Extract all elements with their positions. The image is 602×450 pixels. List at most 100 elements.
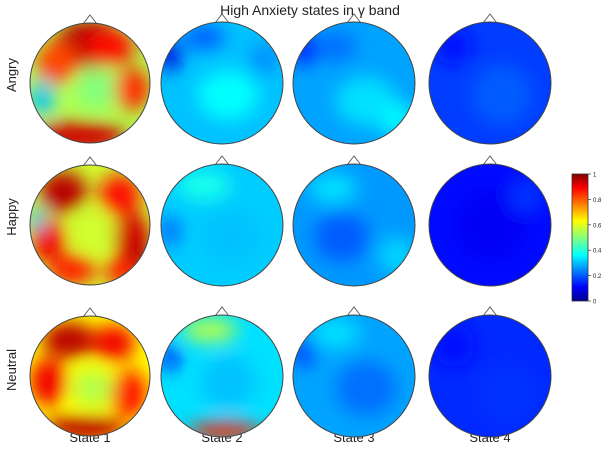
topomap-happy-state-2 — [160, 155, 284, 287]
nose-marker — [82, 156, 98, 167]
nose-marker — [214, 155, 230, 166]
head-outline — [292, 314, 416, 438]
topomap-fill — [161, 164, 283, 286]
topomap-blob — [453, 188, 527, 262]
topomap-blob — [296, 339, 315, 364]
topomap-blob — [182, 25, 226, 50]
topomap-neutral-state-3 — [292, 306, 416, 438]
row-label-neutral: Neutral — [4, 349, 19, 391]
topomap-blob — [335, 360, 397, 416]
topomap-blob — [42, 322, 96, 358]
topomap-blob — [477, 363, 539, 425]
nose-marker — [82, 14, 98, 25]
topomap-blob — [176, 170, 232, 201]
topomap-blob — [133, 246, 150, 270]
topomap-blob — [197, 70, 259, 120]
colorbar-tick-label: 0.2 — [593, 274, 602, 280]
topomap-fill — [161, 22, 283, 144]
topomap-blob — [87, 29, 135, 65]
topomap-happy-state-4 — [428, 155, 552, 287]
topomap-angry-state-3 — [292, 13, 416, 145]
topomap-blob — [432, 324, 475, 367]
topomap-angry-state-4 — [428, 13, 552, 145]
topomap-blob — [48, 255, 96, 285]
head-outline — [292, 163, 416, 287]
topomap-blob — [203, 209, 259, 265]
topomap-blob — [508, 176, 545, 213]
topomap-fill — [293, 164, 415, 286]
nose-marker — [82, 307, 98, 318]
topomap-neutral-state-2 — [160, 306, 284, 438]
colorbar-ticks: 1 0.8 0.6 0.4 0.2 0 — [588, 173, 602, 306]
topomap-blob — [99, 174, 141, 216]
topomap-blob — [39, 171, 87, 213]
topomap-blob — [200, 354, 256, 410]
head-outline — [160, 163, 284, 287]
nose-marker — [482, 155, 498, 166]
nose-marker — [214, 306, 230, 317]
head-outline — [428, 163, 552, 287]
row-label-happy: Happy — [4, 198, 19, 236]
nose-marker — [482, 13, 498, 24]
topomap-happy-state-1 — [29, 156, 151, 286]
topomap-blob — [311, 318, 361, 349]
topomap-angry-state-1 — [29, 14, 151, 144]
topomap-blob — [314, 212, 370, 262]
colorbar-gradient — [571, 173, 589, 302]
topomap-fill — [429, 315, 551, 437]
colorbar-tick-label: 0.4 — [593, 249, 602, 255]
colorbar-tick-label: 1 — [593, 173, 597, 179]
topomap-fill — [30, 165, 150, 285]
head-outline — [428, 314, 552, 438]
topomap-blob — [75, 68, 117, 110]
topomap-grid — [29, 13, 552, 438]
topomap-blob — [293, 34, 318, 65]
head-outline — [428, 21, 552, 145]
head-outline — [160, 21, 284, 145]
topomap-fill — [161, 315, 283, 437]
topomap-blob — [249, 43, 280, 74]
topomap-blob — [93, 325, 135, 361]
colorbar-tick-label: 0 — [593, 300, 597, 306]
topomap-blob — [161, 215, 180, 247]
topomap-fill — [293, 22, 415, 144]
colorbar-tick-label: 0.8 — [593, 198, 602, 204]
topomap-happy-state-3 — [292, 155, 416, 287]
topomap-angry-state-2 — [160, 13, 284, 145]
topomap-blob — [314, 31, 358, 62]
topomap-fill — [429, 164, 551, 286]
nose-marker — [482, 306, 498, 317]
nose-marker — [346, 13, 362, 24]
topomap-blob — [114, 68, 150, 110]
topomap-blob — [36, 41, 78, 83]
nose-marker — [214, 13, 230, 24]
topomap-blob — [72, 370, 114, 406]
topomap-blob — [308, 173, 358, 204]
topomap-neutral-state-4 — [428, 306, 552, 438]
nose-marker — [346, 306, 362, 317]
topomap-blob — [471, 64, 533, 126]
head-outline — [29, 164, 151, 286]
nose-marker — [346, 155, 362, 166]
head-outline — [292, 21, 416, 145]
head-outline — [160, 314, 284, 438]
row-label-angry: Angry — [4, 58, 19, 92]
topomap-blob — [111, 370, 147, 418]
chart-title: High Anxiety states in γ band — [220, 2, 400, 18]
topomap-blob — [72, 213, 114, 249]
topomap-neutral-state-1 — [29, 307, 151, 437]
topomap-blob — [182, 318, 238, 343]
topomap-fill — [429, 22, 551, 144]
topomap-fill — [30, 23, 150, 143]
topomap-blob — [30, 122, 126, 143]
topomap-blob — [30, 358, 66, 406]
head-outline — [29, 22, 151, 144]
head-outline — [29, 315, 151, 437]
colorbar-tick-label: 0.6 — [593, 223, 602, 229]
colorbar: 1 0.8 0.6 0.4 0.2 0 — [571, 173, 602, 306]
topomap-blob — [114, 213, 150, 261]
topomap-blob — [378, 101, 415, 138]
topomap-fill — [293, 315, 415, 437]
